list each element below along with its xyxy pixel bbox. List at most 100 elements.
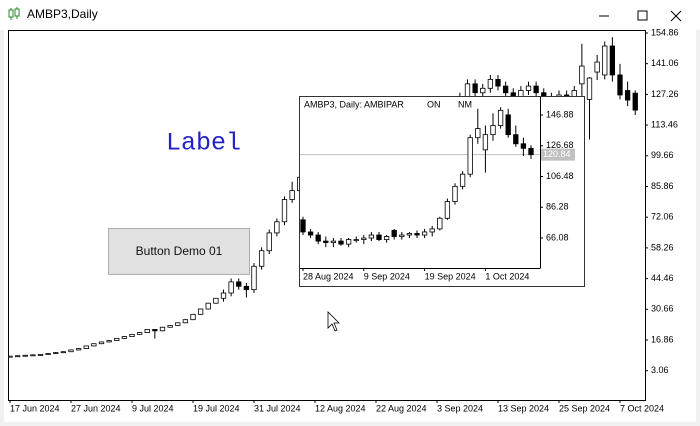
candle-body (60, 351, 67, 354)
x-tick-label: 31 Jul 2024 (254, 403, 301, 413)
x-tick-label: 9 Sep 2024 (364, 271, 410, 281)
maximize-button[interactable] (637, 10, 648, 21)
candle-body (624, 90, 631, 101)
close-button[interactable] (670, 10, 682, 22)
candle-body (220, 292, 227, 299)
candle-body (22, 354, 28, 357)
candle-body (406, 233, 413, 236)
candle-body (98, 341, 105, 345)
candle-body (497, 109, 504, 126)
candle-body (376, 234, 382, 240)
candle-body (533, 85, 539, 94)
candle-body (182, 319, 189, 324)
candle-body (14, 355, 21, 358)
candle-body (68, 349, 74, 353)
candle-body (609, 45, 616, 76)
x-tick-label: 17 Jun 2024 (10, 403, 60, 413)
candle-body (281, 199, 288, 223)
y-tick-label: 106.48 (546, 171, 574, 181)
candle-body (307, 231, 314, 236)
app-icon (8, 7, 20, 20)
candle-body (480, 87, 486, 94)
x-tick-label: 22 Aug 2024 (376, 403, 427, 413)
candle-body (91, 343, 97, 347)
x-tick-label: 12 Aug 2024 (315, 403, 366, 413)
x-tick-label: 25 Sep 2024 (559, 403, 610, 413)
window-title: AMBP3,Daily (27, 7, 98, 21)
title-bar (0, 0, 700, 30)
y-tick-label: 58.26 (651, 242, 674, 252)
candle-body (475, 128, 481, 139)
candle-body (251, 265, 257, 291)
candle-body (487, 78, 494, 89)
candle-body (30, 354, 36, 357)
candle-body (464, 83, 471, 98)
candle-body (520, 143, 527, 149)
x-tick-label: 3 Sep 2024 (437, 403, 483, 413)
x-tick-label: 9 Jul 2024 (132, 403, 174, 413)
candle-body (152, 329, 158, 332)
x-tick-label: 7 Oct 2024 (620, 403, 664, 413)
candle-body (167, 325, 173, 328)
candle-body (83, 345, 89, 350)
y-tick-label: 141.06 (651, 58, 679, 68)
candle-body (197, 308, 204, 315)
candle-body (338, 240, 344, 245)
candle-body (495, 78, 501, 87)
y-tick-label: 113.46 (651, 119, 678, 129)
candle-body (444, 201, 451, 219)
price-tag-label: 120.84 (543, 149, 571, 159)
y-tick-label: 30.66 (651, 304, 674, 314)
candle-body (586, 77, 593, 100)
price-tag (541, 148, 575, 161)
y-tick-label: 99.66 (651, 150, 674, 160)
x-tick-label: 13 Sep 2024 (498, 403, 549, 413)
candle-body (121, 336, 128, 339)
candle-body (243, 285, 250, 291)
candle-body (258, 250, 265, 267)
candle-body (228, 281, 234, 294)
y-tick-label: 154.86 (651, 27, 679, 37)
label: Label (166, 129, 241, 158)
candle-body (8, 355, 13, 358)
candle-body (289, 190, 295, 200)
candle-body (429, 228, 435, 233)
candle-body (323, 240, 329, 244)
candle-body (159, 326, 166, 332)
candle-body (528, 147, 534, 156)
candle-body (383, 236, 390, 240)
candle-body (361, 237, 367, 240)
x-tick-label: 1 Oct 2024 (485, 271, 529, 281)
button-text[interactable]: Button Demo 01 (136, 244, 223, 258)
y-tick-label: 86.28 (546, 202, 569, 212)
candle-body (353, 239, 359, 241)
candle-body (391, 230, 397, 237)
candle-body (330, 240, 337, 244)
y-tick-label: 44.46 (651, 273, 674, 283)
button-face[interactable] (108, 228, 250, 275)
candle-body (75, 348, 82, 351)
inset-title: AMBP3, Daily: AMBIPAR (304, 99, 404, 109)
candle-body (175, 322, 181, 326)
candle-body (502, 85, 509, 94)
mouse-cursor (327, 311, 340, 332)
candle-body (236, 281, 242, 287)
candle-body (37, 353, 44, 356)
candle-body (505, 114, 511, 136)
y-tick-label: 126.68 (546, 140, 574, 150)
y-tick-label: 146.88 (546, 109, 574, 119)
inset-frame (299, 96, 585, 287)
candle-body (632, 92, 638, 111)
button[interactable]: Button Demo 01 (108, 228, 250, 275)
candle-body (213, 297, 219, 304)
candle-body (368, 234, 375, 239)
candle-body (472, 83, 478, 94)
candle-body (129, 333, 135, 337)
x-tick-label: 19 Jul 2024 (193, 403, 240, 413)
candle-body (300, 219, 306, 233)
candle-body (437, 217, 443, 230)
inset-chart: AMBP3, Daily: AMBIPAR ON NM 146.88 126.68… (299, 96, 585, 287)
candle-body (452, 185, 458, 202)
